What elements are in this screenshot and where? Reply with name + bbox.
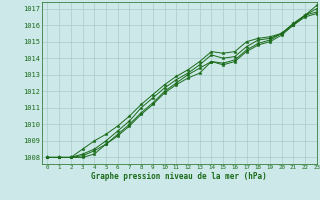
X-axis label: Graphe pression niveau de la mer (hPa): Graphe pression niveau de la mer (hPa) <box>91 172 267 181</box>
